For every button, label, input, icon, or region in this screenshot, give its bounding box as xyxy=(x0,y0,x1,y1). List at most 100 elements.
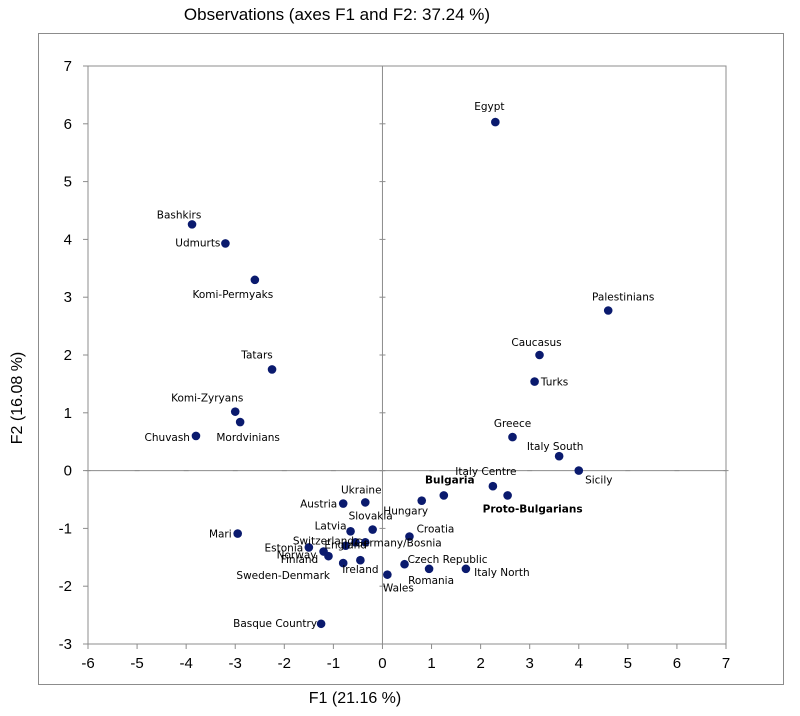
y-axis-title: F2 (16.08 %) xyxy=(9,352,26,444)
point-label: Ukraine xyxy=(341,484,382,496)
point-label: Estonia xyxy=(265,542,304,554)
point-label: Chuvash xyxy=(145,432,190,444)
point-label: Turks xyxy=(540,377,568,389)
data-point xyxy=(439,491,449,500)
data-point xyxy=(368,525,377,534)
x-tick-label: -2 xyxy=(278,655,291,672)
point-label: Udmurts xyxy=(175,237,220,249)
data-point xyxy=(267,365,277,374)
data-point xyxy=(341,541,350,551)
point-label: Italy Centre xyxy=(455,466,516,478)
point-label: Italy North xyxy=(474,567,529,579)
data-point xyxy=(338,499,348,508)
data-point xyxy=(187,220,197,229)
y-tick-label: 2 xyxy=(64,347,72,364)
point-label: Italy South xyxy=(527,441,584,453)
x-tick-label: 2 xyxy=(476,655,484,672)
x-tick-label: 7 xyxy=(722,655,730,672)
data-point xyxy=(191,431,201,441)
data-point xyxy=(530,377,539,386)
x-tick-label: 1 xyxy=(427,655,435,672)
data-point xyxy=(338,558,348,568)
point-label: Greece xyxy=(494,418,531,430)
point-label: Sweden-Denmark xyxy=(236,570,330,582)
data-point xyxy=(230,407,240,416)
x-tick-label: 4 xyxy=(575,655,583,672)
data-point xyxy=(360,498,370,507)
x-tick-label: 3 xyxy=(526,655,534,672)
x-tick-label: -1 xyxy=(327,655,340,672)
x-tick-label: 0 xyxy=(378,655,386,672)
point-label: Austria xyxy=(300,499,337,511)
data-point xyxy=(324,551,333,561)
x-tick-label: -5 xyxy=(130,655,143,672)
data-point xyxy=(535,350,544,360)
data-point xyxy=(356,555,365,565)
point-label: Komi-Permyaks xyxy=(193,289,274,301)
data-point xyxy=(508,432,517,442)
data-point xyxy=(488,481,498,491)
points-layer xyxy=(187,117,613,629)
point-label: Latvia xyxy=(315,520,347,532)
point-label: Czech Republic xyxy=(408,554,488,566)
point-label: Germany/Bosnia xyxy=(355,537,442,549)
point-label: Hungary xyxy=(383,506,428,518)
y-tick-label: 3 xyxy=(64,289,72,306)
point-label: Mari xyxy=(209,529,232,541)
data-point xyxy=(554,451,564,461)
data-point xyxy=(461,564,471,574)
data-point xyxy=(603,306,613,315)
data-point xyxy=(383,570,392,579)
data-point xyxy=(304,543,314,552)
data-point xyxy=(351,537,360,547)
x-tick-label: -3 xyxy=(229,655,242,672)
point-label: Croatia xyxy=(417,523,455,535)
y-tick-label: 7 xyxy=(64,58,72,75)
point-label: Switzerland xyxy=(293,535,354,547)
x-tick-label: -6 xyxy=(81,655,94,672)
point-label: Finland xyxy=(281,554,319,566)
x-axis-title: F1 (21.16 %) xyxy=(309,690,401,707)
point-label: Wales xyxy=(383,583,414,595)
data-point xyxy=(250,275,260,285)
axes-layer: -6 -5 -4 -3 -2 -1 0 1 2 3 4 5 6 7 -3 -2 -1 0 1 2 3 4 5 6 7 xyxy=(59,58,731,672)
data-point xyxy=(221,239,230,248)
point-label: Ireland xyxy=(342,564,378,576)
point-label: Bulgaria xyxy=(425,474,475,486)
y-tick-label: 0 xyxy=(64,463,72,480)
data-point xyxy=(405,532,414,541)
point-label: Romania xyxy=(408,575,454,587)
point-label: Bashkirs xyxy=(157,209,202,221)
point-label: Komi-Zyryans xyxy=(171,393,243,405)
point-label: Tatars xyxy=(240,349,272,361)
data-point xyxy=(400,559,409,569)
point-label: Palestinians xyxy=(592,291,654,303)
data-point xyxy=(503,491,512,500)
data-point xyxy=(316,619,326,629)
y-tick-label: -2 xyxy=(59,578,72,595)
data-point xyxy=(417,496,427,505)
y-tick-label: -3 xyxy=(59,636,72,653)
point-label: Caucasus xyxy=(511,337,561,349)
chart-frame xyxy=(38,33,784,685)
point-label: Egypt xyxy=(474,101,504,113)
chart-title: Observations (axes F1 and F2: 37.24 %) xyxy=(183,5,491,24)
y-tick-label: 1 xyxy=(64,405,72,422)
data-point xyxy=(235,417,245,427)
data-point xyxy=(491,117,500,127)
point-label: Slovakia xyxy=(349,511,393,523)
y-tick-label: -1 xyxy=(59,520,72,537)
y-tick-label: 6 xyxy=(64,116,72,133)
data-point xyxy=(574,466,584,475)
point-labels-layer: Egypt Bashkirs Udmurts Komi-Permyaks Palesti… xyxy=(145,101,655,630)
point-label: England xyxy=(324,540,367,552)
point-label: Mordvinians xyxy=(216,432,280,444)
point-label: Basque Country xyxy=(233,618,317,630)
x-tick-label: 5 xyxy=(624,655,632,672)
y-tick-label: 4 xyxy=(64,231,72,248)
data-point xyxy=(346,526,355,536)
data-point xyxy=(360,537,370,547)
data-point xyxy=(424,564,434,574)
x-tick-label: 6 xyxy=(673,655,681,672)
data-point xyxy=(233,529,242,538)
